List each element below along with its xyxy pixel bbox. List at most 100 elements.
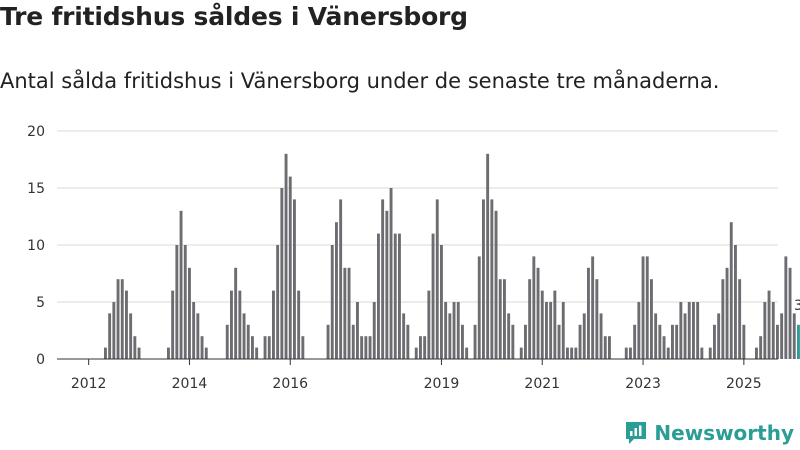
bar bbox=[696, 302, 700, 359]
bar bbox=[692, 302, 695, 359]
newsworthy-logo-icon bbox=[626, 422, 647, 444]
bar bbox=[230, 290, 233, 359]
bar bbox=[561, 302, 565, 359]
bar bbox=[771, 302, 775, 359]
bar bbox=[759, 336, 763, 359]
bar bbox=[532, 256, 536, 359]
bar bbox=[129, 313, 133, 359]
bar bbox=[507, 313, 511, 359]
bars bbox=[104, 153, 800, 359]
bar bbox=[431, 233, 435, 359]
y-tick-label: 0 bbox=[36, 352, 45, 368]
bar bbox=[272, 290, 275, 359]
bar bbox=[364, 336, 368, 359]
bar bbox=[713, 324, 716, 359]
bar bbox=[427, 290, 431, 359]
bar bbox=[461, 324, 464, 359]
page-title: Tre fritidshus såldes i Vänersborg bbox=[0, 2, 468, 31]
x-tick-label: 2019 bbox=[424, 376, 460, 392]
bar bbox=[587, 267, 590, 359]
bar bbox=[503, 279, 506, 359]
bar bbox=[440, 245, 443, 359]
bar bbox=[280, 188, 284, 359]
bar bbox=[293, 199, 296, 359]
bar bbox=[301, 336, 305, 359]
x-tick-label: 2014 bbox=[172, 376, 208, 392]
bar bbox=[179, 210, 183, 359]
bar bbox=[524, 324, 527, 359]
bar bbox=[356, 302, 359, 359]
bar bbox=[456, 302, 460, 359]
bar bbox=[330, 245, 334, 359]
bar bbox=[519, 347, 523, 359]
bar bbox=[435, 199, 439, 359]
bar bbox=[108, 313, 112, 359]
bar bbox=[763, 302, 767, 359]
bar bbox=[276, 245, 280, 359]
bar bbox=[112, 302, 116, 359]
bar bbox=[742, 324, 746, 359]
bar bbox=[448, 313, 452, 359]
bar bbox=[675, 324, 679, 359]
bar bbox=[570, 347, 574, 359]
bar bbox=[767, 290, 771, 359]
bar bbox=[511, 324, 515, 359]
bar bbox=[654, 313, 658, 359]
bar bbox=[784, 256, 788, 359]
bar bbox=[389, 188, 393, 359]
bar bbox=[717, 313, 721, 359]
brand-name: Newsworthy bbox=[654, 421, 794, 445]
page-subtitle: Antal sålda fritidshus i Vänersborg unde… bbox=[0, 69, 720, 93]
bar bbox=[125, 290, 128, 359]
bar bbox=[494, 210, 498, 359]
y-tick-label: 15 bbox=[27, 181, 45, 197]
bar bbox=[671, 324, 674, 359]
bar bbox=[540, 290, 544, 359]
bar bbox=[381, 199, 385, 359]
bar bbox=[234, 267, 238, 359]
bar bbox=[738, 279, 742, 359]
latest-value-label: 3 bbox=[794, 298, 800, 314]
bar bbox=[288, 176, 292, 359]
bar bbox=[238, 290, 242, 359]
bar bbox=[477, 256, 481, 359]
axes bbox=[57, 358, 778, 365]
bar bbox=[297, 290, 301, 359]
bar bbox=[608, 336, 611, 359]
bar bbox=[679, 302, 683, 359]
bar bbox=[734, 245, 737, 359]
bar bbox=[242, 313, 246, 359]
bar bbox=[482, 199, 485, 359]
bar bbox=[188, 267, 191, 359]
bar bbox=[406, 324, 410, 359]
bar bbox=[700, 347, 704, 359]
bar bbox=[549, 302, 553, 359]
bar bbox=[372, 302, 376, 359]
bar bbox=[335, 222, 338, 359]
bar bbox=[385, 210, 389, 359]
bar bbox=[204, 347, 208, 359]
bar bbox=[171, 290, 175, 359]
bar bbox=[183, 245, 187, 359]
x-tick-label: 2016 bbox=[272, 376, 308, 392]
bar-latest bbox=[797, 324, 800, 359]
bar bbox=[263, 336, 267, 359]
bar bbox=[419, 336, 422, 359]
bar bbox=[729, 222, 733, 359]
bar bbox=[351, 324, 355, 359]
y-tick-label: 5 bbox=[36, 295, 45, 311]
bar bbox=[444, 302, 448, 359]
y-tick-label: 10 bbox=[27, 238, 45, 254]
bar bbox=[591, 256, 595, 359]
bar bbox=[650, 279, 653, 359]
bar bbox=[137, 347, 141, 359]
bar bbox=[721, 279, 725, 359]
x-tick-label: 2012 bbox=[71, 376, 107, 392]
bar bbox=[624, 347, 628, 359]
bar bbox=[368, 336, 372, 359]
bar bbox=[377, 233, 380, 359]
bar bbox=[776, 324, 779, 359]
bar bbox=[662, 336, 666, 359]
bar bbox=[574, 347, 578, 359]
